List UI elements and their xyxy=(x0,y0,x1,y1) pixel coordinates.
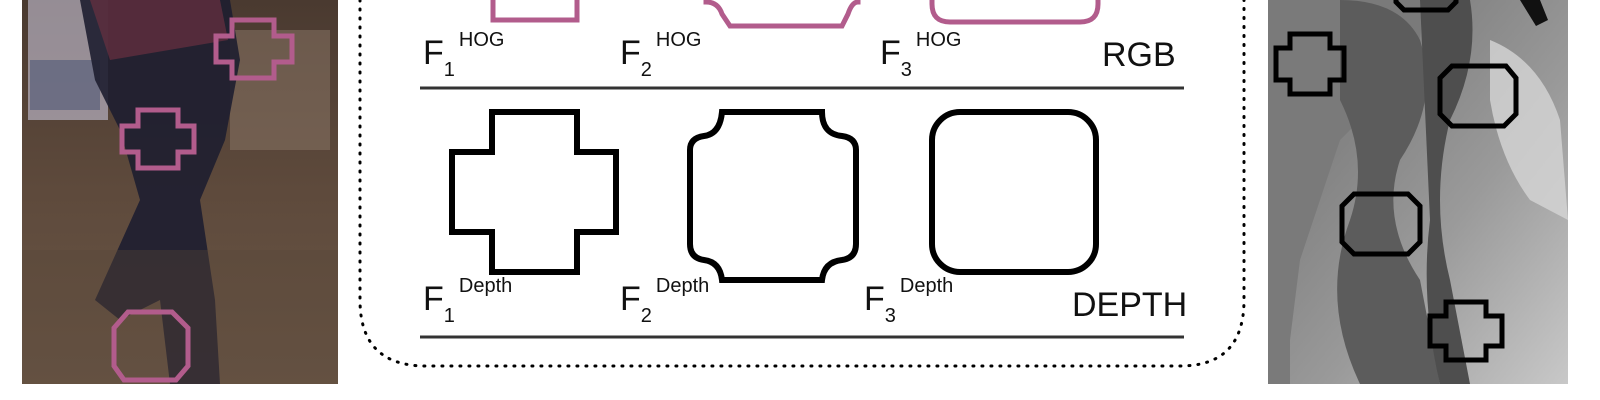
photo-filter-cross-1 xyxy=(213,17,295,81)
rgb-filter-rounded-square xyxy=(929,0,1101,25)
depth-filter-cross xyxy=(449,109,619,275)
depth-map-filter-notched-2 xyxy=(1339,191,1423,257)
depth-filter-2-label: F2Depth xyxy=(620,275,709,327)
depth-map-filter-cross-1 xyxy=(1273,31,1347,97)
rgb-filter-notched-square xyxy=(703,0,861,29)
rgb-filter-row: F1HOG F2HOG F3HOG RGB xyxy=(423,0,1176,81)
depth-section-label: DEPTH xyxy=(1072,286,1187,324)
rgb-filter-cross xyxy=(490,0,580,23)
filter-bank-frame xyxy=(358,0,1246,368)
depth-filter-rounded-square xyxy=(929,109,1099,275)
photo-filter-notched xyxy=(111,309,191,383)
depth-map-filter-notched-1 xyxy=(1437,63,1519,129)
depth-map-panel xyxy=(1268,0,1568,384)
depth-filter-overlays xyxy=(1273,0,1519,363)
rgb-section-label: RGB xyxy=(1102,36,1176,74)
rgb-filter-1-label: F1HOG xyxy=(423,29,504,81)
depth-filter-1-label: F1Depth xyxy=(423,275,512,327)
rgb-filter-3-label: F3HOG xyxy=(880,29,961,81)
photo-filter-cross-2 xyxy=(119,107,197,171)
depth-filter-3-label: F3Depth xyxy=(864,275,953,327)
depth-map-filter-notched-top xyxy=(1393,0,1459,13)
depth-filter-notched-square xyxy=(687,109,859,283)
rgb-filter-2-label: F2HOG xyxy=(620,29,701,81)
depth-filter-row xyxy=(449,109,1099,283)
depth-map-filter-cross-2 xyxy=(1427,299,1505,363)
photo-filter-overlays xyxy=(111,17,295,383)
